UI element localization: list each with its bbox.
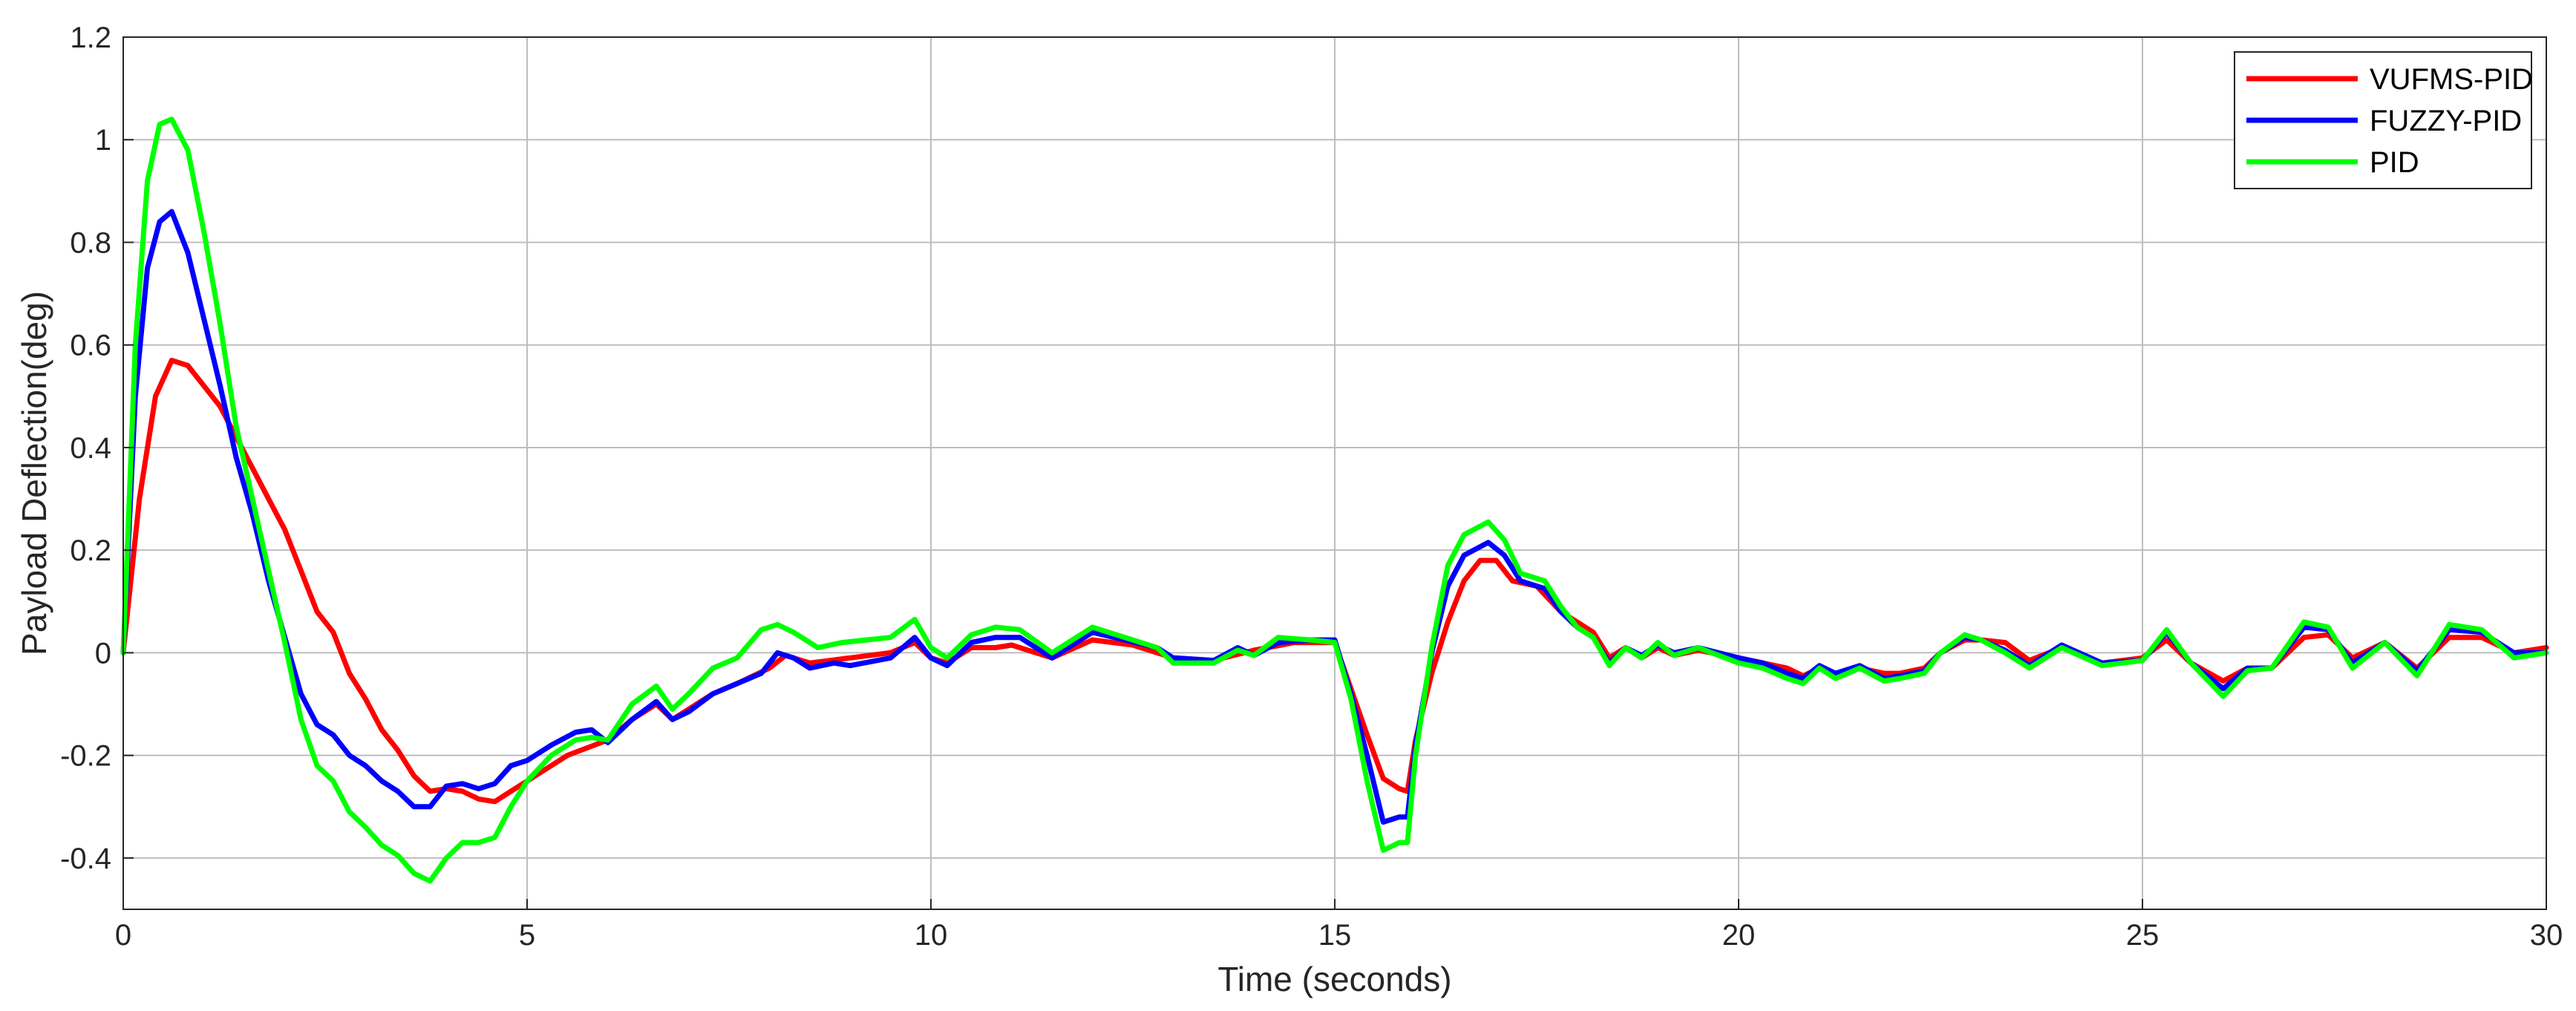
legend: VUFMS-PID FUZZY-PID PID [2234,51,2533,189]
x-tick-label: 15 [1318,919,1352,952]
y-axis-label: Payload Deflection(deg) [15,291,53,655]
grid-lines [123,37,2546,909]
y-tick-label: 1.2 [70,22,111,54]
series-line-pid [120,117,2549,884]
y-tick-label: 0.8 [70,226,111,259]
y-tick-label: 1 [95,124,111,157]
x-tick-label: 0 [115,919,131,952]
series-layer [120,117,2549,884]
y-tick-label: -0.4 [60,842,111,875]
x-tick-label: 10 [915,919,948,952]
y-tick-label: 0 [95,637,111,670]
x-tick-label: 25 [2126,919,2160,952]
legend-label: PID [2370,146,2419,179]
y-axis-ticks: -0.4 -0.2 0 0.2 0.4 0.6 0.8 1 1.2 [60,22,134,875]
x-tick-label: 5 [519,919,535,952]
y-tick-label: 0.4 [70,432,111,465]
x-axis-ticks: 0 5 10 15 20 25 30 [115,899,2563,952]
y-tick-label: -0.2 [60,740,111,773]
y-tick-label: 0.6 [70,330,111,362]
x-tick-label: 20 [1722,919,1756,952]
x-axis-label: Time (seconds) [1217,960,1451,998]
legend-label: VUFMS-PID [2370,63,2533,96]
x-tick-label: 30 [2530,919,2563,952]
legend-label: FUZZY-PID [2370,105,2522,137]
y-tick-label: 0.2 [70,534,111,567]
